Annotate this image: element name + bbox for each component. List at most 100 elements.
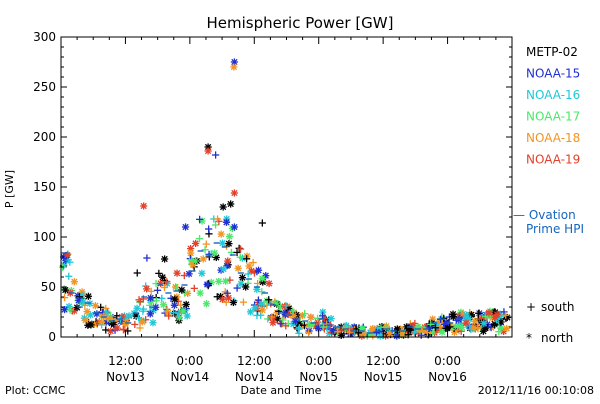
- data-point: [136, 298, 144, 306]
- marker-stroke: [470, 324, 478, 332]
- marker-stroke: [139, 318, 146, 325]
- data-point: [234, 264, 242, 272]
- marker-stroke: [462, 319, 470, 327]
- legend-marker-symbol: +: [526, 300, 536, 314]
- data-point: [313, 314, 322, 322]
- marker-stroke: [87, 321, 95, 329]
- data-point: [219, 203, 227, 211]
- axes: 0 50 100 150 200 250 300 12:00 Nov13 0:00 Nov14 12:…: [33, 30, 513, 384]
- data-point: [160, 283, 169, 292]
- plot-frame: [60, 36, 513, 338]
- data-point: [178, 286, 186, 294]
- data-point: [230, 223, 239, 231]
- data-point: [495, 328, 503, 336]
- data-point: [282, 302, 290, 310]
- data-point: [372, 328, 380, 336]
- data-point: [322, 320, 331, 328]
- data-point: [272, 299, 280, 307]
- marker-stroke: [259, 275, 266, 282]
- data-point: [319, 308, 327, 316]
- y-tick-label: 0: [48, 330, 56, 344]
- data-point: [201, 246, 209, 254]
- data-point: [159, 301, 167, 309]
- marker-stroke: [93, 310, 101, 318]
- data-point: [386, 330, 394, 338]
- data-point: [165, 312, 173, 320]
- x-tick-label: 0:00: [305, 354, 332, 368]
- data-point: [254, 296, 263, 304]
- data-point: [187, 249, 195, 257]
- data-point: [307, 313, 315, 321]
- marker-stroke: [147, 294, 154, 302]
- marker-stroke: [200, 255, 207, 263]
- data-point: [446, 323, 454, 331]
- marker-stroke: [198, 270, 206, 277]
- x-tick-date: Nov14: [235, 370, 274, 384]
- data-point: [169, 309, 178, 317]
- marker-stroke: [106, 315, 113, 322]
- marker-stroke: [218, 230, 225, 238]
- marker-stroke: [62, 286, 69, 294]
- marker-stroke: [171, 302, 178, 309]
- data-point: [155, 269, 163, 277]
- data-point: [229, 298, 238, 307]
- marker-stroke: [454, 323, 461, 330]
- data-point: [102, 304, 110, 313]
- data-point: [146, 301, 154, 309]
- data-point: [152, 297, 160, 305]
- data-point: [485, 309, 493, 317]
- data-point: [281, 302, 289, 310]
- data-point: [366, 330, 374, 338]
- marker-stroke: [87, 311, 94, 319]
- marker-stroke: [369, 327, 377, 334]
- data-point: [480, 319, 488, 327]
- data-point: [211, 249, 219, 257]
- data-point: [502, 311, 510, 319]
- marker-stroke: [227, 200, 234, 208]
- data-point: [327, 315, 335, 323]
- data-point: [249, 258, 257, 267]
- data-point: [301, 310, 309, 318]
- data-point: [239, 298, 248, 306]
- marker-stroke: [192, 240, 199, 247]
- marker-stroke: [149, 319, 157, 326]
- data-point: [143, 254, 151, 262]
- data-point: [146, 310, 154, 318]
- data-point: [479, 327, 487, 335]
- data-point: [215, 277, 223, 285]
- data-point: [230, 63, 238, 71]
- data-point: [279, 316, 287, 324]
- data-point: [97, 318, 106, 326]
- data-point: [269, 319, 277, 327]
- data-point: [192, 239, 200, 248]
- data-point: [409, 321, 417, 330]
- legend-series: NOAA-19: [526, 153, 580, 167]
- legend-series: NOAA-17: [526, 110, 580, 124]
- data-point: [405, 324, 413, 333]
- y-tick-label: 200: [33, 130, 56, 144]
- data-point: [230, 189, 239, 197]
- data-point: [87, 321, 95, 329]
- data-point: [225, 232, 234, 241]
- data-point: [238, 274, 247, 282]
- data-point: [471, 317, 479, 325]
- marker-stroke: [143, 285, 150, 293]
- data-point: [179, 307, 187, 315]
- marker-stroke: [222, 278, 229, 285]
- data-point: [183, 312, 191, 320]
- marker-stroke: [255, 267, 262, 274]
- data-point: [113, 324, 121, 332]
- legend-ovation: Prime HPI: [526, 222, 584, 236]
- data-point: [253, 311, 261, 320]
- marker-stroke: [471, 318, 478, 325]
- y-tick-label: 300: [33, 30, 56, 44]
- marker-stroke: [184, 312, 191, 320]
- data-point: [213, 215, 222, 223]
- data-point: [147, 294, 155, 302]
- data-point: [244, 270, 252, 278]
- marker-stroke: [327, 315, 335, 322]
- data-point: [319, 323, 327, 331]
- marker-stroke: [159, 274, 166, 281]
- marker-stroke: [85, 293, 92, 300]
